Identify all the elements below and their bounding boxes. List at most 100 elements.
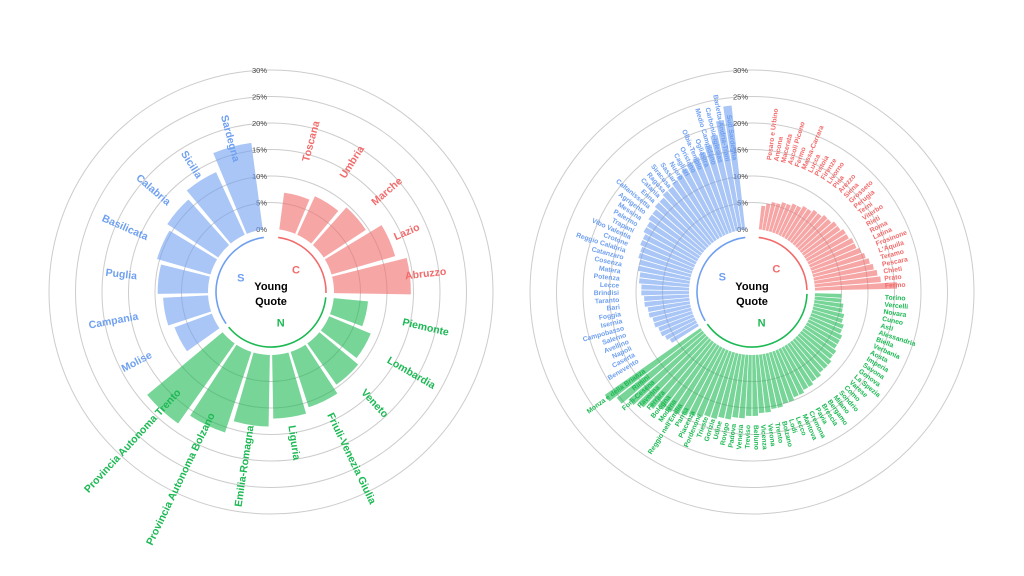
bar-c-11 xyxy=(792,213,822,246)
bar-s-24 xyxy=(654,202,707,251)
category-label-n-29: Treviso xyxy=(745,425,753,449)
grid-ring-30 xyxy=(529,69,975,515)
bar-n-31 xyxy=(732,354,745,418)
bar-n-13 xyxy=(797,333,832,365)
bar-n-5 xyxy=(811,309,843,324)
bar-s-25 xyxy=(659,197,709,248)
bar-s-37 xyxy=(723,105,746,230)
category-label-n-4: Liguria xyxy=(285,425,302,462)
bar-n-9 xyxy=(805,322,840,345)
category-label-s-2: Puglia xyxy=(105,267,138,283)
bar-n-14 xyxy=(795,335,828,369)
group-arc-s xyxy=(696,236,746,322)
category-label-n-25: Trento xyxy=(773,422,784,444)
radial-chart-provinces: 0%5%10%15%20%25%30%Pesaro e UrbinoAncona… xyxy=(529,66,975,515)
bar-c-6 xyxy=(778,203,797,236)
bar-c-21 xyxy=(811,252,866,274)
grid-ring-15 xyxy=(609,149,895,435)
bar-s-36 xyxy=(716,120,742,231)
bar-c-26 xyxy=(814,282,898,291)
category-label-n-27: Vicenza xyxy=(759,424,768,450)
bar-n-32 xyxy=(725,353,742,420)
bar-s-30 xyxy=(681,168,723,238)
bar-n-21 xyxy=(775,349,799,398)
bar-c-18 xyxy=(807,237,854,265)
bar-n-0 xyxy=(329,298,368,327)
bar-n-3 xyxy=(813,303,843,313)
category-label-c-2: Marche xyxy=(369,175,405,208)
bar-s-1 xyxy=(665,320,698,340)
bar-n-30 xyxy=(738,354,749,419)
grid-ring-25 xyxy=(556,96,948,488)
bar-n-1 xyxy=(814,296,842,303)
bar-n-15 xyxy=(792,338,824,373)
bar-c-5 xyxy=(775,203,791,235)
category-label-s-7: Foggia xyxy=(598,311,621,322)
bar-c-1 xyxy=(762,203,771,231)
tick-label-30: 30% xyxy=(733,66,748,75)
category-label-n-3: Cuneo xyxy=(881,316,903,327)
bar-c-17 xyxy=(805,234,849,262)
bar-n-17 xyxy=(787,342,817,382)
bar-s-5 xyxy=(186,172,245,244)
category-label-n-0: Torino xyxy=(885,295,906,303)
bar-s-10 xyxy=(641,290,690,296)
group-arc-n xyxy=(706,293,808,348)
bar-c-24 xyxy=(814,269,878,284)
radial-chart-regions: 0%5%10%15%20%25%30%ToscanaUmbriaMarcheLa… xyxy=(48,66,494,547)
bar-s-23 xyxy=(652,209,705,254)
bar-s-16 xyxy=(638,252,693,274)
bar-n-7 xyxy=(147,332,235,424)
category-label-n-30: Venezia xyxy=(736,424,745,450)
bar-n-45 xyxy=(616,330,705,404)
bar-c-20 xyxy=(810,247,862,271)
bar-c-23 xyxy=(813,263,874,281)
bar-s-4 xyxy=(654,311,693,328)
bar-c-9 xyxy=(787,208,812,242)
group-arc-c xyxy=(758,236,808,291)
bar-n-1 xyxy=(320,316,371,359)
category-label-n-31: Padova xyxy=(728,423,738,448)
bar-c-13 xyxy=(797,219,832,251)
bar-n-4 xyxy=(812,306,845,319)
bar-c-4 xyxy=(332,257,411,295)
bar-s-6 xyxy=(213,142,263,234)
category-label-n-26: Verona xyxy=(766,423,776,447)
bar-s-3 xyxy=(658,314,695,332)
category-label-n-6: Provincia Autonoma Bolzano xyxy=(144,411,218,547)
grid-ring-10 xyxy=(635,175,869,409)
tick-label-25: 25% xyxy=(733,93,748,102)
category-label-n-0: Piemonte xyxy=(401,316,450,338)
grid-ring-30 xyxy=(48,69,494,515)
category-label-s-12: Potenza xyxy=(593,273,620,283)
tick-label-30: 30% xyxy=(252,66,267,75)
category-label-c-24: Chieti xyxy=(883,266,903,276)
bar-n-4 xyxy=(272,352,307,419)
bar-c-0 xyxy=(279,192,310,234)
bar-s-2 xyxy=(157,264,210,294)
bar-n-38 xyxy=(681,346,723,416)
bar-n-6 xyxy=(810,313,844,329)
bar-c-22 xyxy=(812,258,870,278)
bar-n-24 xyxy=(765,352,783,408)
bar-s-20 xyxy=(643,227,699,262)
tick-label-10: 10% xyxy=(252,172,267,181)
grid-ring-20 xyxy=(582,122,922,462)
bar-n-33 xyxy=(718,352,739,419)
category-label-s-6: Isernia xyxy=(600,318,623,330)
bar-n-16 xyxy=(790,340,821,379)
bar-c-3 xyxy=(324,225,396,275)
tick-label-20: 20% xyxy=(733,119,748,128)
category-label-s-9: Taranto xyxy=(595,297,620,305)
bar-s-8 xyxy=(644,297,690,307)
category-label-c-26: Fermo xyxy=(885,282,906,290)
bar-c-16 xyxy=(803,229,846,259)
bar-s-21 xyxy=(646,221,701,259)
bar-s-12 xyxy=(638,278,690,288)
bar-s-18 xyxy=(640,239,696,268)
bar-n-6 xyxy=(190,344,252,433)
group-arc-c xyxy=(278,236,327,293)
category-label-n-2: Novara xyxy=(883,309,907,319)
bar-n-46 xyxy=(604,328,703,402)
